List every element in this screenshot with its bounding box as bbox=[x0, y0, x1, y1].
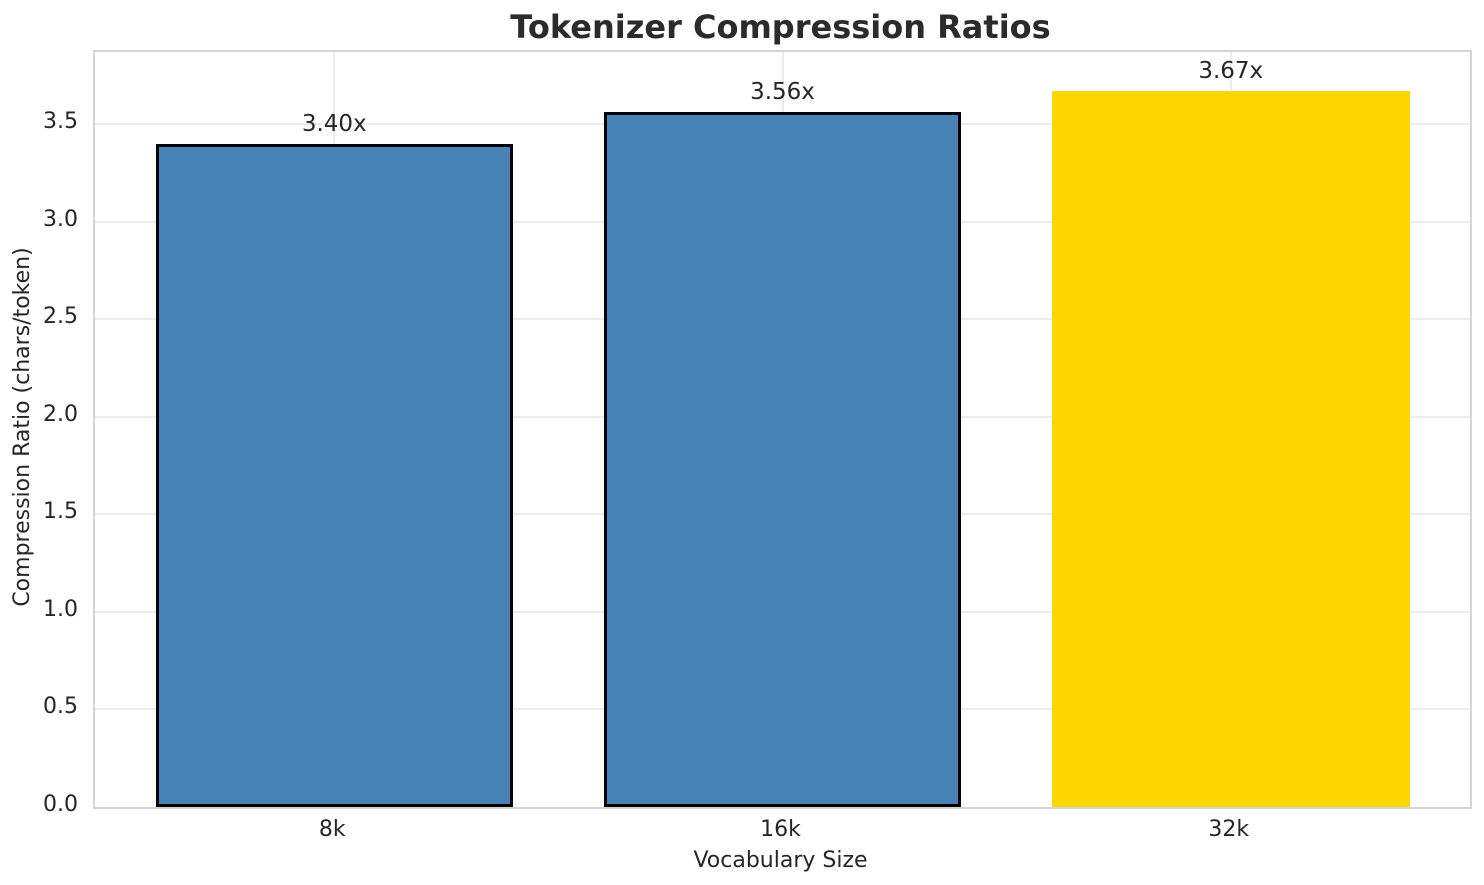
xtick-label-8k: 8k bbox=[318, 817, 346, 842]
ytick-label-0.0: 0.0 bbox=[43, 792, 78, 817]
ytick-label-1.0: 1.0 bbox=[43, 596, 78, 622]
xtick-label-16k: 16k bbox=[760, 817, 801, 842]
ytick-label-2.5: 2.5 bbox=[43, 304, 78, 330]
x-axis-label: Vocabulary Size bbox=[693, 848, 868, 873]
chart-title: Tokenizer Compression Ratios bbox=[510, 8, 1051, 46]
ytick-label-1.5: 1.5 bbox=[43, 499, 78, 525]
ytick-label-2.0: 2.0 bbox=[43, 401, 78, 427]
ytick-label-3.5: 3.5 bbox=[43, 109, 78, 135]
y-axis-label: Compression Ratio (chars/token) bbox=[10, 247, 35, 607]
bar-32k bbox=[1052, 91, 1410, 807]
ytick-label-3.0: 3.0 bbox=[43, 206, 78, 232]
bar-value-label-16k: 3.56x bbox=[750, 79, 815, 106]
plot-area: 3.40x 3.56x 3.67x bbox=[93, 50, 1472, 809]
bar-16k bbox=[603, 112, 962, 807]
bar-value-label-8k: 3.40x bbox=[301, 110, 367, 137]
bar-value-label-32k: 3.67x bbox=[1198, 58, 1264, 85]
ytick-label-0.5: 0.5 bbox=[43, 694, 78, 720]
bar-8k bbox=[155, 143, 513, 807]
xtick-label-32k: 32k bbox=[1208, 817, 1250, 842]
